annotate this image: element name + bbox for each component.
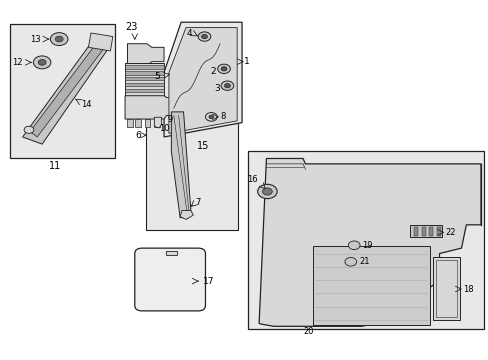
Text: 12: 12 [12, 58, 22, 67]
Bar [144, 119, 150, 127]
Bar [413, 226, 417, 236]
Text: 16: 16 [246, 175, 257, 184]
FancyBboxPatch shape [135, 248, 205, 311]
Circle shape [221, 67, 226, 71]
Text: 20: 20 [303, 327, 313, 336]
Bar [436, 226, 440, 236]
Bar [432, 257, 459, 320]
Bar [125, 71, 163, 75]
Circle shape [262, 188, 272, 195]
Circle shape [221, 81, 233, 90]
Circle shape [224, 84, 230, 88]
Text: 5: 5 [154, 72, 159, 81]
Polygon shape [259, 158, 480, 326]
Circle shape [257, 184, 277, 199]
Text: 11: 11 [49, 161, 61, 171]
Polygon shape [125, 63, 163, 98]
Text: 17: 17 [202, 276, 214, 285]
Circle shape [33, 56, 51, 69]
Text: 1: 1 [243, 57, 249, 66]
Bar [312, 246, 429, 325]
Polygon shape [127, 44, 163, 65]
Bar [435, 260, 456, 318]
Bar [135, 119, 141, 127]
Circle shape [55, 36, 63, 42]
Text: 4: 4 [186, 29, 191, 38]
Bar [125, 83, 163, 86]
Bar [125, 65, 163, 69]
Text: 14: 14 [81, 100, 91, 109]
Polygon shape [154, 117, 161, 128]
Text: 23: 23 [125, 22, 137, 32]
Text: 10: 10 [159, 123, 169, 132]
Polygon shape [171, 112, 190, 218]
Circle shape [217, 64, 230, 73]
Text: 8: 8 [220, 112, 225, 121]
Bar [125, 77, 163, 81]
Circle shape [201, 35, 207, 39]
Bar [409, 225, 441, 237]
Bar [428, 226, 432, 236]
Circle shape [205, 113, 217, 121]
Text: 3: 3 [214, 84, 220, 93]
Bar [154, 119, 160, 127]
Circle shape [198, 32, 210, 41]
Bar [145, 107, 238, 230]
Text: 7: 7 [195, 198, 201, 207]
Circle shape [24, 126, 34, 134]
Polygon shape [168, 28, 237, 134]
Text: 21: 21 [358, 257, 369, 266]
Circle shape [38, 59, 46, 65]
Bar [127, 119, 133, 127]
Polygon shape [22, 37, 110, 144]
Polygon shape [125, 96, 173, 119]
Text: 6: 6 [135, 131, 141, 140]
Polygon shape [163, 22, 242, 137]
Polygon shape [30, 38, 108, 137]
Circle shape [347, 241, 359, 249]
Text: 15: 15 [197, 141, 209, 151]
Bar [10, 24, 115, 158]
Text: 22: 22 [445, 228, 455, 237]
Text: 18: 18 [462, 284, 472, 293]
Polygon shape [88, 33, 113, 51]
Bar [248, 151, 483, 329]
Bar [166, 251, 177, 255]
Text: 13: 13 [30, 35, 41, 44]
Polygon shape [180, 211, 193, 220]
Text: 19: 19 [362, 241, 372, 250]
Text: 9: 9 [167, 115, 173, 124]
Bar [421, 226, 425, 236]
Circle shape [344, 257, 356, 266]
Circle shape [208, 115, 213, 119]
Bar [125, 89, 163, 92]
Circle shape [50, 33, 68, 45]
Text: 2: 2 [210, 67, 216, 76]
